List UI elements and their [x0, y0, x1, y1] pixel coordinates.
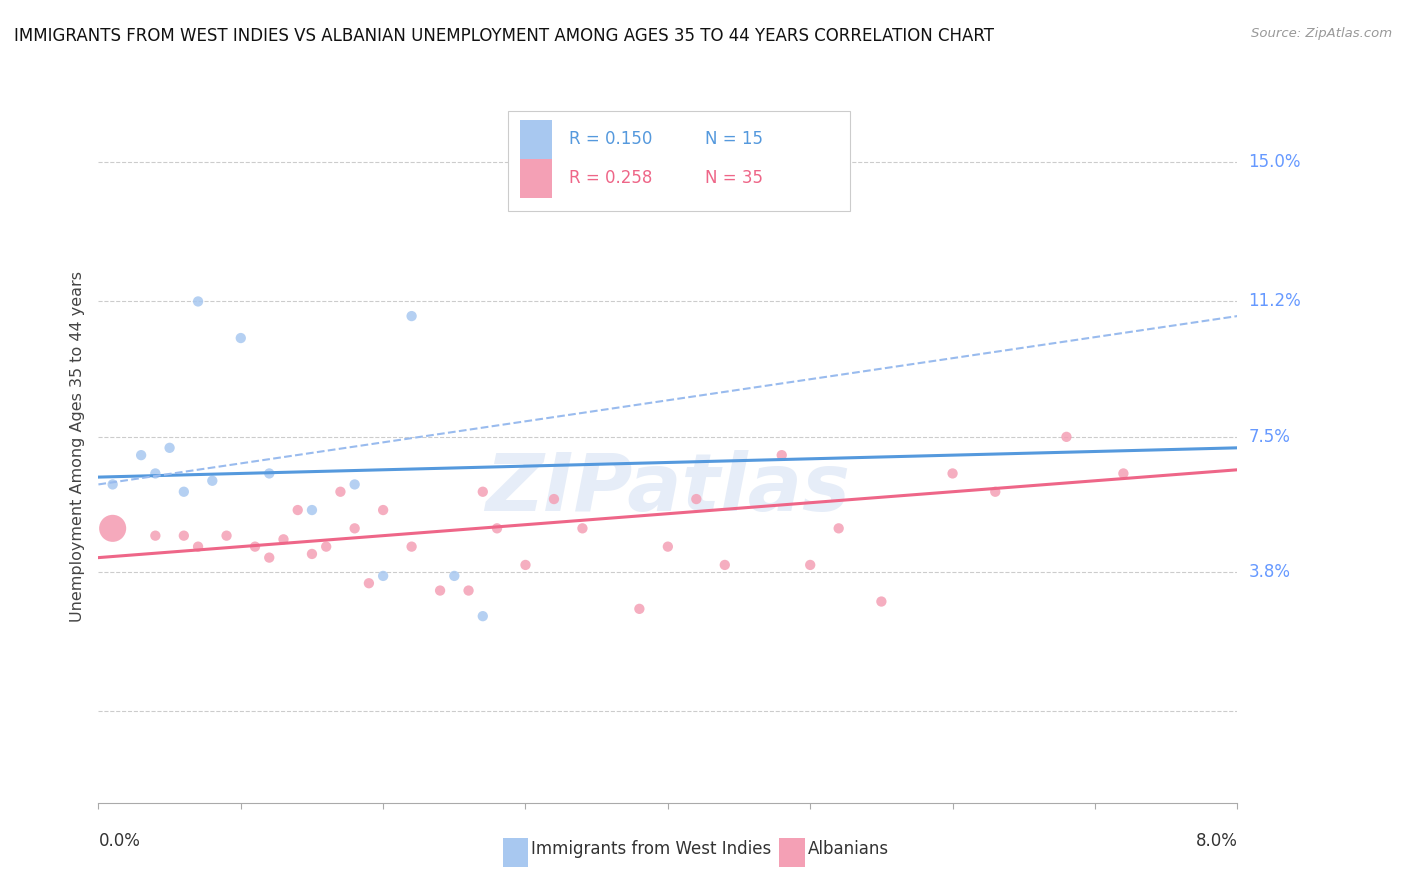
Point — [201, 474, 224, 488]
Text: 3.8%: 3.8% — [1249, 563, 1291, 582]
Point — [101, 521, 124, 535]
Point — [401, 540, 423, 554]
Text: Albanians: Albanians — [808, 840, 889, 858]
Point — [301, 547, 323, 561]
Point — [657, 540, 679, 554]
Text: 15.0%: 15.0% — [1249, 153, 1301, 171]
Point — [401, 309, 423, 323]
Point — [371, 503, 394, 517]
Point — [486, 521, 509, 535]
Text: 7.5%: 7.5% — [1249, 428, 1291, 446]
FancyBboxPatch shape — [520, 120, 551, 159]
Point — [714, 558, 737, 572]
Text: IMMIGRANTS FROM WEST INDIES VS ALBANIAN UNEMPLOYMENT AMONG AGES 35 TO 44 YEARS C: IMMIGRANTS FROM WEST INDIES VS ALBANIAN … — [14, 27, 994, 45]
FancyBboxPatch shape — [503, 838, 527, 867]
Point — [543, 491, 565, 506]
Point — [159, 441, 181, 455]
Text: R = 0.258: R = 0.258 — [569, 169, 652, 187]
Point — [515, 558, 537, 572]
Point — [215, 529, 238, 543]
Point — [329, 484, 352, 499]
Point — [770, 448, 793, 462]
Point — [173, 484, 195, 499]
Point — [301, 503, 323, 517]
Point — [443, 569, 465, 583]
FancyBboxPatch shape — [520, 159, 551, 198]
Point — [1056, 430, 1078, 444]
Point — [343, 521, 366, 535]
Point — [429, 583, 451, 598]
Text: 0.0%: 0.0% — [98, 832, 141, 850]
Point — [187, 294, 209, 309]
Y-axis label: Unemployment Among Ages 35 to 44 years: Unemployment Among Ages 35 to 44 years — [69, 270, 84, 622]
Point — [828, 521, 851, 535]
Point — [259, 550, 281, 565]
Text: 8.0%: 8.0% — [1195, 832, 1237, 850]
Point — [984, 484, 1007, 499]
Point — [129, 448, 152, 462]
FancyBboxPatch shape — [509, 111, 851, 211]
Point — [571, 521, 593, 535]
Point — [1112, 467, 1135, 481]
Point — [371, 569, 394, 583]
Point — [471, 484, 494, 499]
Point — [357, 576, 380, 591]
Text: ZIPatlas: ZIPatlas — [485, 450, 851, 528]
Text: N = 35: N = 35 — [706, 169, 763, 187]
Text: N = 15: N = 15 — [706, 130, 763, 148]
Point — [942, 467, 965, 481]
Point — [259, 467, 281, 481]
Text: R = 0.150: R = 0.150 — [569, 130, 652, 148]
Text: 11.2%: 11.2% — [1249, 293, 1301, 310]
Text: Immigrants from West Indies: Immigrants from West Indies — [531, 840, 772, 858]
Point — [685, 491, 707, 506]
Point — [457, 583, 479, 598]
Point — [628, 602, 651, 616]
Point — [145, 529, 167, 543]
Point — [471, 609, 494, 624]
Point — [173, 529, 195, 543]
Point — [187, 540, 209, 554]
Point — [343, 477, 366, 491]
Point — [799, 558, 821, 572]
Text: Source: ZipAtlas.com: Source: ZipAtlas.com — [1251, 27, 1392, 40]
Point — [870, 594, 893, 608]
Point — [273, 533, 295, 547]
Point — [229, 331, 252, 345]
FancyBboxPatch shape — [779, 838, 804, 867]
Point — [101, 477, 124, 491]
Point — [287, 503, 309, 517]
Point — [243, 540, 266, 554]
Point — [145, 467, 167, 481]
Point — [315, 540, 337, 554]
